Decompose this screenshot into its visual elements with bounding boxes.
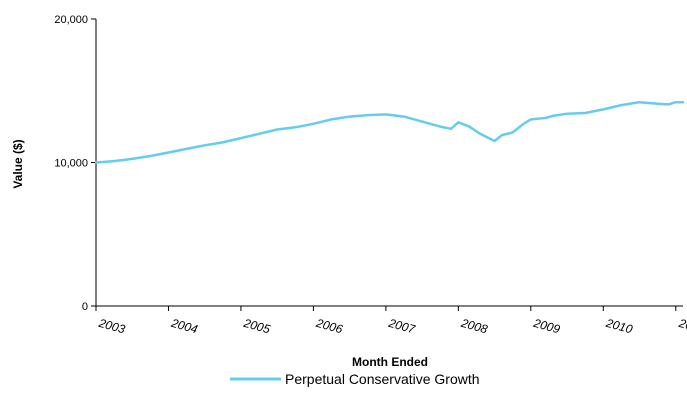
x-tick-label: 2006 <box>314 316 345 337</box>
x-tick-label: 2009 <box>531 316 562 337</box>
y-tick-label: 20,000 <box>54 14 88 26</box>
x-tick-label: 2005 <box>241 316 272 337</box>
plot-area <box>94 100 685 164</box>
x-axis: 2003 2004 2005 2006 2007 2008 2009 2010 2011 <box>95 305 687 337</box>
x-tick-label: 2003 <box>96 316 127 337</box>
x-tick-label: 2008 <box>459 316 490 337</box>
legend-label: Perpetual Conservative Growth <box>285 371 480 387</box>
legend: Perpetual Conservative Growth <box>230 371 480 387</box>
x-tick-label: 2007 <box>386 316 418 337</box>
x-axis-title: Month Ended <box>352 355 428 369</box>
x-tick-label: 2010 <box>604 316 635 337</box>
y-axis: 0 10,000 20,000 <box>54 14 97 313</box>
y-tick-label: 0 <box>82 301 88 313</box>
x-tick-label: 2011 <box>677 316 687 336</box>
series-line <box>94 100 685 164</box>
y-axis-title: Value ($) <box>11 139 25 188</box>
x-tick-label: 2004 <box>169 316 200 337</box>
y-tick-label: 10,000 <box>54 158 88 170</box>
